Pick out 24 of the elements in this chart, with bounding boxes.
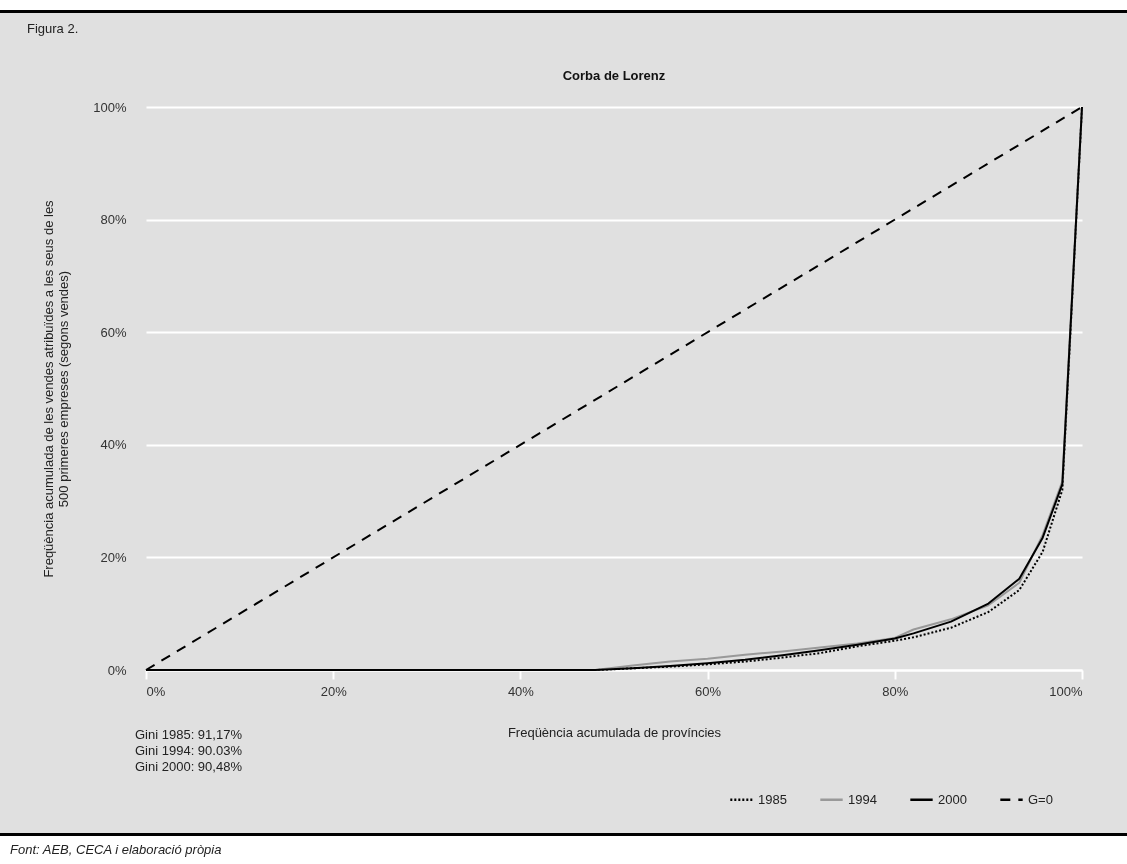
x-tick-label: 100% (1049, 683, 1083, 699)
x-tick-label: 80% (882, 683, 909, 699)
x-tick-label: 0% (146, 683, 166, 699)
legend-label: 2000 (938, 791, 967, 807)
x-tick-label: 40% (507, 683, 535, 699)
y-tick-label: 80% (100, 212, 127, 228)
text: Gini 1985: 91,17% (135, 727, 242, 743)
text: Font: AEB, CECA i elaboració pròpia (10, 842, 222, 857)
x-axis-title: Freqüència acumulada de províncies (507, 724, 722, 740)
x-tick-label: 60% (695, 683, 722, 699)
text: Gini 1994: 90.03% (135, 743, 242, 759)
y-tick-label: 0% (107, 662, 127, 678)
legend-label: G=0 (1028, 791, 1053, 807)
y-tick-label: 40% (100, 437, 127, 453)
text: Gini 2000: 90,48% (135, 759, 242, 775)
chart-title: Corba de Lorenz (562, 68, 666, 83)
y-tick-label: 20% (100, 549, 127, 565)
y-tick-label: 60% (100, 324, 127, 340)
legend-label: 1985 (758, 791, 787, 807)
x-tick-label: 20% (320, 683, 348, 699)
text: Figura 2. (27, 21, 79, 36)
y-tick-label: 100% (93, 99, 127, 115)
y-axis-title: Freqüència acumulada de les vendes atribuïdes a les seus de les 500 primeres empreses (segons vendes) (41, 199, 72, 578)
legend-label: 1994 (848, 791, 877, 807)
